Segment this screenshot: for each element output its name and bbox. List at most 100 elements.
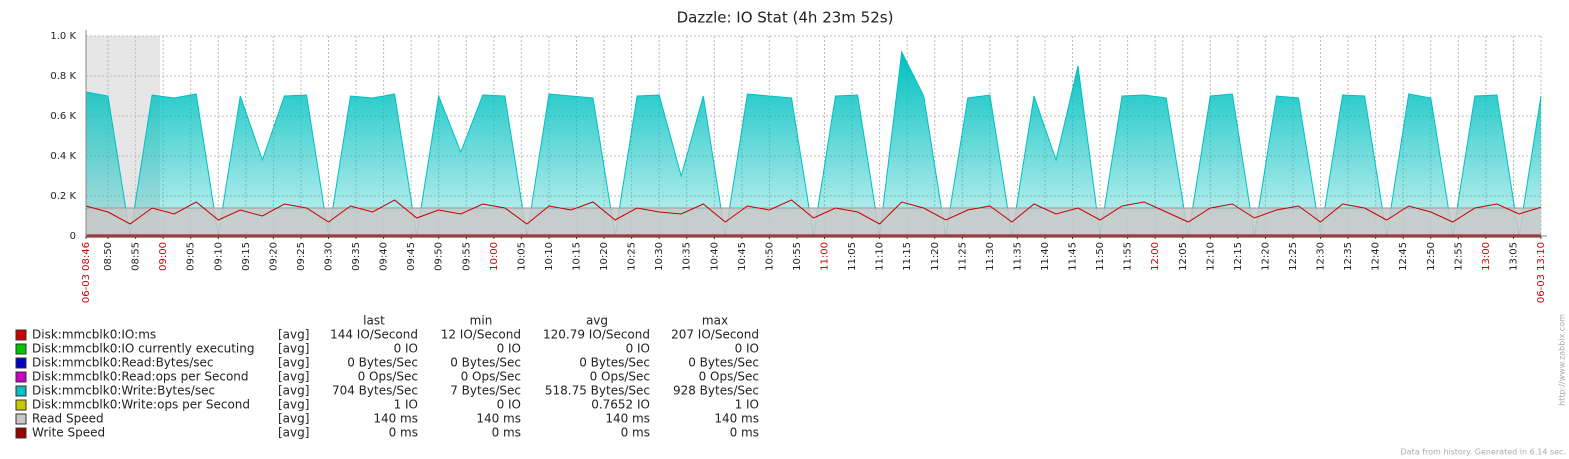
legend-name: Read Speed [32,412,104,426]
series-area [86,52,1541,236]
x-tick-label: 08:50 [103,242,114,271]
legend-swatch [15,329,27,341]
x-tick-label: 10:30 [654,242,665,271]
y-tick-label: 1.0 K [50,31,76,42]
legend-min: 0 ms [492,426,521,440]
x-tick-label: 09:35 [351,242,362,271]
legend-swatch [15,427,27,439]
x-tick-label: 11:45 [1068,242,1079,271]
legend-avg: 518.75 Bytes/Sec [545,384,650,398]
x-tick-label: 09:40 [379,242,390,271]
legend-max: 140 ms [714,412,759,426]
x-tick-label: 12:50 [1426,242,1437,271]
legend-avg: 0.7652 IO [591,398,650,412]
x-tick-label: 12:40 [1371,242,1382,271]
y-tick-label: 0 [70,231,76,242]
legend-function: [avg] [278,328,309,342]
x-tick-label: 10:35 [682,242,693,271]
x-tick-label: 11:25 [957,242,968,271]
x-tick-label: 09:20 [268,242,279,271]
x-tick-label: 12:45 [1398,242,1409,271]
x-tick-label: 10:25 [627,242,638,271]
legend-avg: 140 ms [605,412,650,426]
x-tick-label: 10:20 [599,242,610,271]
legend-header: max [702,314,728,328]
series-line [85,199,1542,225]
x-tick-label: 08:55 [131,242,142,271]
x-tick-label: 12:05 [1178,242,1189,271]
legend-name: Disk:mmcblk0:Write:ops per Second [32,398,250,412]
legend-swatch [15,343,27,355]
y-tick-label: 0.2 K [50,191,76,202]
x-tick-label: 11:35 [1012,242,1023,271]
x-tick-label: 11:05 [847,242,858,271]
x-tick-label: 09:45 [406,242,417,271]
x-tick-label: 06-03 08:46 [81,242,92,303]
x-tick-label: 11:30 [985,242,996,271]
x-tick-label: 09:30 [324,242,335,271]
legend-max: 0 Ops/Sec [699,370,759,384]
x-tick-label: 09:55 [461,242,472,271]
legend-swatch [15,413,27,425]
x-tick-label: 11:00 [820,242,831,271]
legend-name: Disk:mmcblk0:Read:Bytes/sec [32,356,214,370]
legend-min: 0 IO [497,342,521,356]
x-tick-label: 12:55 [1453,242,1464,271]
legend-name: Disk:mmcblk0:Write:Bytes/sec [32,384,215,398]
legend-avg: 0 Bytes/Sec [579,356,650,370]
legend-swatch [15,371,27,383]
legend-swatch [15,399,27,411]
legend-max: 0 ms [730,426,759,440]
legend-function: [avg] [278,426,309,440]
x-tick-label: 10:40 [709,242,720,271]
x-tick-label: 11:15 [902,242,913,271]
legend-swatch [15,357,27,369]
legend-min: 140 ms [476,412,521,426]
x-tick-label: 12:15 [1233,242,1244,271]
x-tick-label: 12:10 [1205,242,1216,271]
x-tick-label: 11:50 [1095,242,1106,271]
legend-last: 1 IO [394,398,418,412]
legend-avg: 120.79 IO/Second [543,328,650,342]
chart-title: Dazzle: IO Stat (4h 23m 52s) [677,9,894,27]
legend-avg: 0 Ops/Sec [590,370,650,384]
legend-min: 0 IO [497,398,521,412]
legend-min: 0 Bytes/Sec [450,356,521,370]
x-tick-label: 09:50 [434,242,445,271]
x-tick-label: 13:05 [1508,242,1519,271]
x-tick-label: 10:50 [764,242,775,271]
x-tick-label: 09:25 [296,242,307,271]
legend-min: 7 Bytes/Sec [450,384,521,398]
legend-function: [avg] [278,398,309,412]
legend-function: [avg] [278,412,309,426]
x-tick-label: 12:25 [1288,242,1299,271]
legend-function: [avg] [278,370,309,384]
x-tick-label: 12:20 [1260,242,1271,271]
x-tick-label: 11:40 [1040,242,1051,271]
x-tick-label: 10:00 [489,242,500,271]
x-tick-label: 12:35 [1343,242,1354,271]
legend-avg: 0 IO [626,342,650,356]
legend-name: Disk:mmcblk0:Read:ops per Second [32,370,249,384]
y-tick-label: 0.6 K [50,111,76,122]
legend-name: Write Speed [32,426,105,440]
legend-header: last [363,314,385,328]
legend-avg: 0 ms [621,426,650,440]
legend-last: 704 Bytes/Sec [332,384,418,398]
legend-name: Disk:mmcblk0:IO currently executing [32,342,254,356]
x-tick-label: 09:10 [213,242,224,271]
legend-max: 0 Bytes/Sec [688,356,759,370]
footer: Data from history. Generated in 6.14 sec… [1401,448,1566,457]
x-tick-label: 10:10 [544,242,555,271]
x-tick-label: 11:55 [1123,242,1134,271]
x-tick-label: 10:15 [572,242,583,271]
x-tick-label: 10:55 [792,242,803,271]
legend-min: 12 IO/Second [441,328,521,342]
legend-function: [avg] [278,384,309,398]
legend-last: 0 Ops/Sec [358,370,418,384]
legend-header: min [470,314,493,328]
legend: last min avg max Disk:mmcblk0:IO:ms [avg] 144 … [15,314,759,440]
x-tick-label: 10:45 [737,242,748,271]
legend-header: avg [586,314,608,328]
